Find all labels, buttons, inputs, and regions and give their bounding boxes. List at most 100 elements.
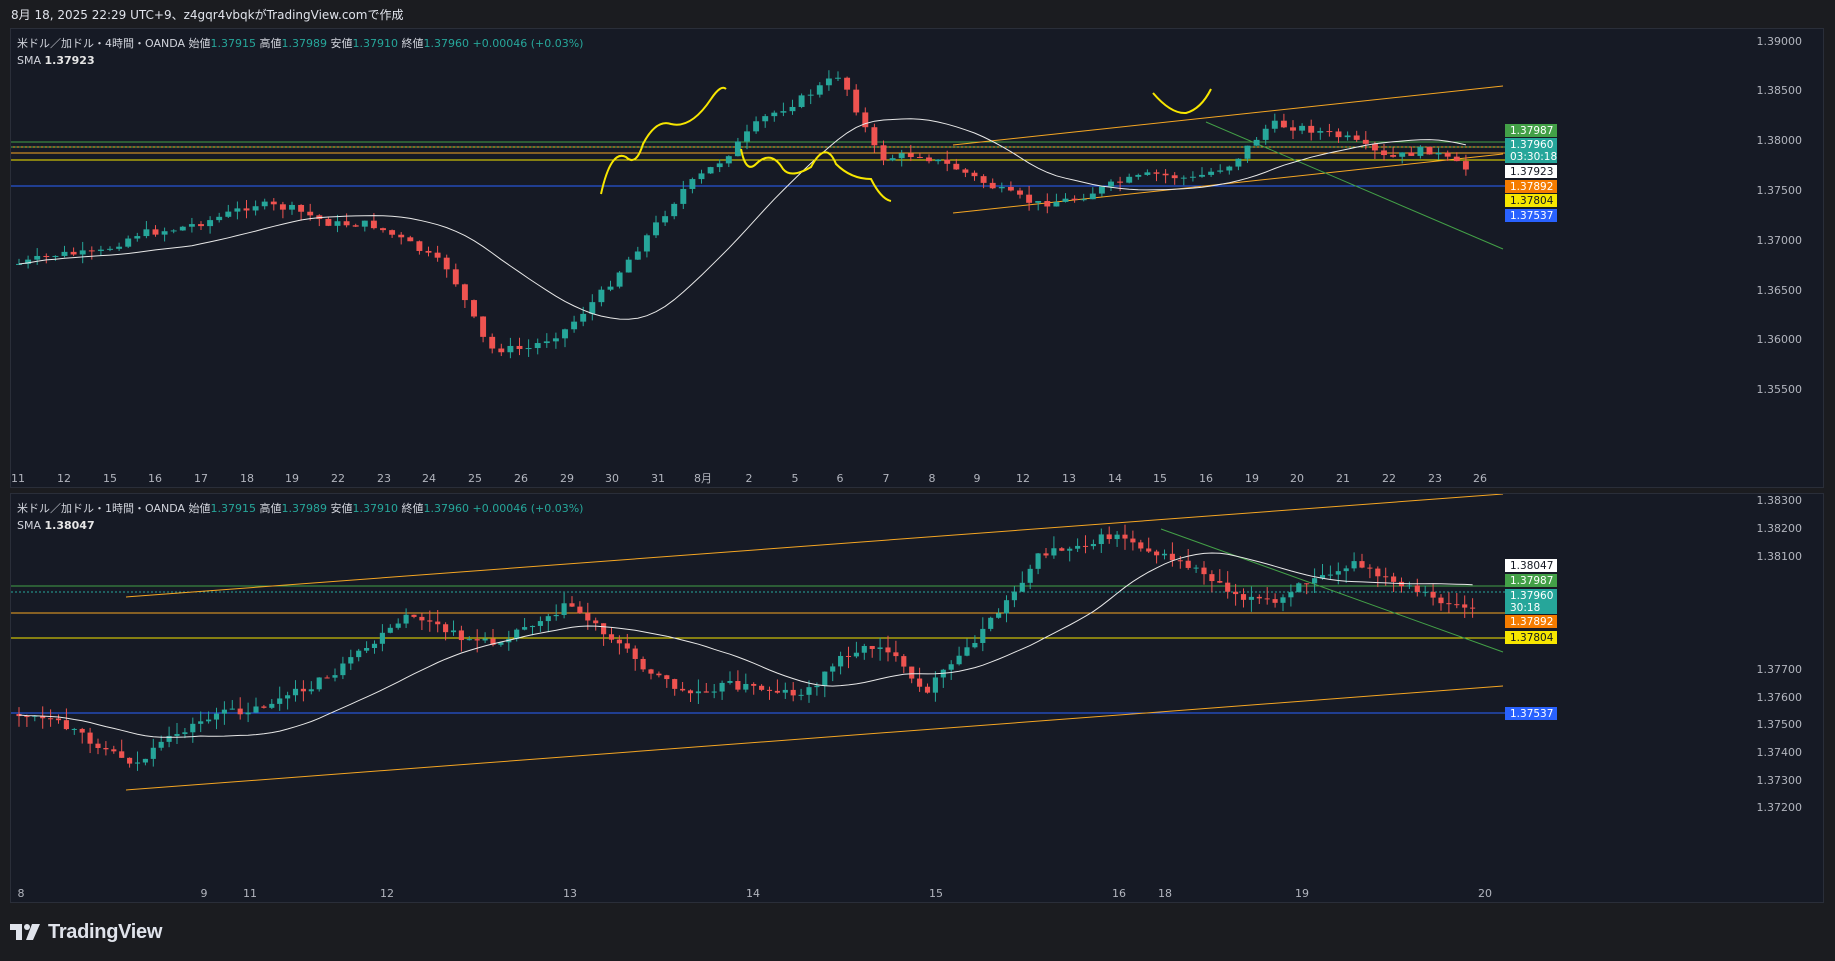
candle-body <box>285 695 291 699</box>
symbol-label[interactable]: 米ドル／加ドル・1時間・OANDA <box>17 502 186 515</box>
chart-canvas-1h[interactable]: 1.38300 1.38200 1.38100 1.37700 1.37600 1.375… <box>11 494 1824 903</box>
x-axis-tick-label: 19 <box>285 472 299 485</box>
price-label-text: 1.37987 <box>1510 125 1553 137</box>
candle-body <box>252 206 259 211</box>
sma-value: 1.38047 <box>44 519 95 532</box>
candle-body <box>816 85 823 95</box>
candle-body <box>798 694 804 696</box>
candle-body <box>601 623 607 635</box>
candle-body <box>616 272 623 287</box>
candle-body <box>1280 120 1287 128</box>
candle-body <box>407 237 414 242</box>
candle-body <box>182 732 188 734</box>
candle-body <box>853 652 859 657</box>
sma-value: 1.37923 <box>44 54 95 67</box>
candle-body <box>427 620 433 622</box>
candle-body <box>127 757 133 764</box>
candle-body <box>261 706 267 708</box>
x-axis-tick-label: 8 <box>929 472 936 485</box>
candle-body <box>703 691 709 693</box>
candle-body <box>87 732 93 744</box>
candle-body <box>25 259 32 264</box>
candle-body <box>237 708 243 715</box>
candle-body <box>379 632 385 644</box>
candle-body <box>751 683 757 686</box>
x-axis-tick-label: 22 <box>331 472 345 485</box>
price-label: 1.37537 <box>1505 707 1557 720</box>
candle-body <box>1304 583 1310 585</box>
candle-body <box>125 238 132 247</box>
candle-body <box>79 728 85 733</box>
candle-body <box>516 345 523 349</box>
candle-body <box>569 603 575 607</box>
close-label: 終値 <box>401 502 424 515</box>
candle-body <box>245 712 251 715</box>
candle-body <box>766 689 773 691</box>
price-label-bg <box>1505 589 1557 602</box>
price-label-text: 30:18 <box>1510 602 1540 614</box>
candle-body <box>116 246 123 249</box>
candle-body <box>361 220 368 227</box>
candle-body <box>1193 567 1199 569</box>
price-label: 1.37804 <box>1505 631 1557 644</box>
candle-body <box>877 647 883 649</box>
candle-body <box>1169 553 1175 561</box>
y-axis-tick-label: 1.37600 <box>1757 691 1803 704</box>
candle-body <box>687 690 694 694</box>
candle-body <box>443 257 450 270</box>
candle-body <box>844 77 851 90</box>
candle-body <box>885 647 891 653</box>
y-axis-tick-label: 1.36000 <box>1757 333 1803 346</box>
candle-body <box>1217 170 1224 172</box>
candle-body <box>640 658 646 670</box>
candle-body <box>980 176 987 183</box>
tradingview-brand: TradingView <box>48 920 163 943</box>
candle-body <box>425 250 432 253</box>
candle-body <box>1335 571 1341 575</box>
chart-pane-1h[interactable]: 米ドル／加ドル・1時間・OANDA 始値1.37915 高値1.37989 安値… <box>10 493 1824 903</box>
candle-body <box>814 685 820 688</box>
candle-body <box>234 208 241 212</box>
candle-body <box>142 758 148 763</box>
chart-pane-4h[interactable]: 米ドル／加ドル・4時間・OANDA 始値1.37915 高値1.37989 安値… <box>10 28 1824 488</box>
candle-body <box>150 747 156 759</box>
y-axis-tick-label: 1.37500 <box>1757 184 1803 197</box>
sma-label[interactable]: SMA <box>17 54 41 67</box>
candle-body <box>1067 548 1073 551</box>
x-axis-tick-label: 15 <box>929 887 943 900</box>
candle-body <box>671 203 678 217</box>
candle-body <box>577 606 583 614</box>
symbol-label[interactable]: 米ドル／加ドル・4時間・OANDA <box>17 37 186 50</box>
candle-body <box>1114 534 1120 540</box>
candle-body <box>680 188 687 204</box>
x-axis-tick-label: 2 <box>746 472 753 485</box>
y-axis-tick-label: 1.37700 <box>1757 663 1803 676</box>
candle-body <box>474 639 480 641</box>
candle-body <box>585 613 591 621</box>
candle-body <box>798 95 805 107</box>
y-axis-tick-label: 1.37000 <box>1757 234 1803 247</box>
chart-canvas-4h[interactable]: 1.39000 1.38500 1.38000 1.37500 1.37000 1.365… <box>11 29 1824 488</box>
x-axis-tick-label: 26 <box>514 472 528 485</box>
candle-body <box>489 336 496 349</box>
candle-body <box>158 741 164 748</box>
candle-body <box>308 689 314 692</box>
candle-body <box>1130 538 1136 543</box>
candle-body <box>1161 553 1168 556</box>
candle-body <box>909 666 915 679</box>
candle-body <box>1080 199 1087 201</box>
price-label-text: 1.37537 <box>1510 210 1553 222</box>
price-label: 1.37892 <box>1505 615 1557 628</box>
close-value: 1.37960 <box>423 502 470 515</box>
y-axis-tick-label: 1.36500 <box>1757 284 1803 297</box>
candle-body <box>190 723 196 733</box>
x-axis-tick-label: 19 <box>1295 887 1309 900</box>
candle-body <box>398 234 405 238</box>
candle-body <box>861 645 867 653</box>
tradingview-logo[interactable]: TradingView <box>10 918 162 946</box>
sma-label[interactable]: SMA <box>17 519 41 532</box>
candle-body <box>298 204 305 212</box>
candle-body <box>972 642 978 648</box>
candle-body <box>790 689 796 696</box>
trend-line <box>1160 528 1504 653</box>
